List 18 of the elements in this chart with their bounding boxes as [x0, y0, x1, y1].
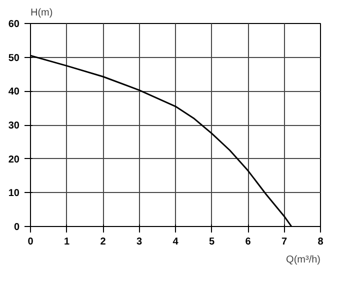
x-tick-label: 5 — [208, 236, 215, 248]
x-tick-label: 6 — [245, 236, 252, 248]
x-tick-label: 2 — [100, 236, 106, 248]
y-tick-label: 60 — [8, 19, 20, 30]
y-axis-title: H(m) — [30, 8, 53, 18]
y-tick-label: 40 — [8, 86, 20, 98]
x-tick-label: 1 — [64, 236, 70, 248]
x-tick-label: 3 — [136, 236, 142, 248]
y-tick-label: 10 — [8, 188, 20, 200]
x-tick-label: 8 — [318, 236, 324, 248]
x-tick-label: 7 — [281, 236, 288, 248]
y-tick-label: 20 — [8, 154, 20, 166]
x-tick-label: 4 — [172, 236, 179, 248]
x-axis-title: Q(m³/h) — [286, 254, 321, 266]
y-tick-label: 30 — [8, 120, 20, 132]
y-tick-label: 0 — [14, 222, 20, 233]
x-tick-label: 0 — [28, 236, 34, 248]
y-tick-label: 50 — [8, 52, 20, 64]
